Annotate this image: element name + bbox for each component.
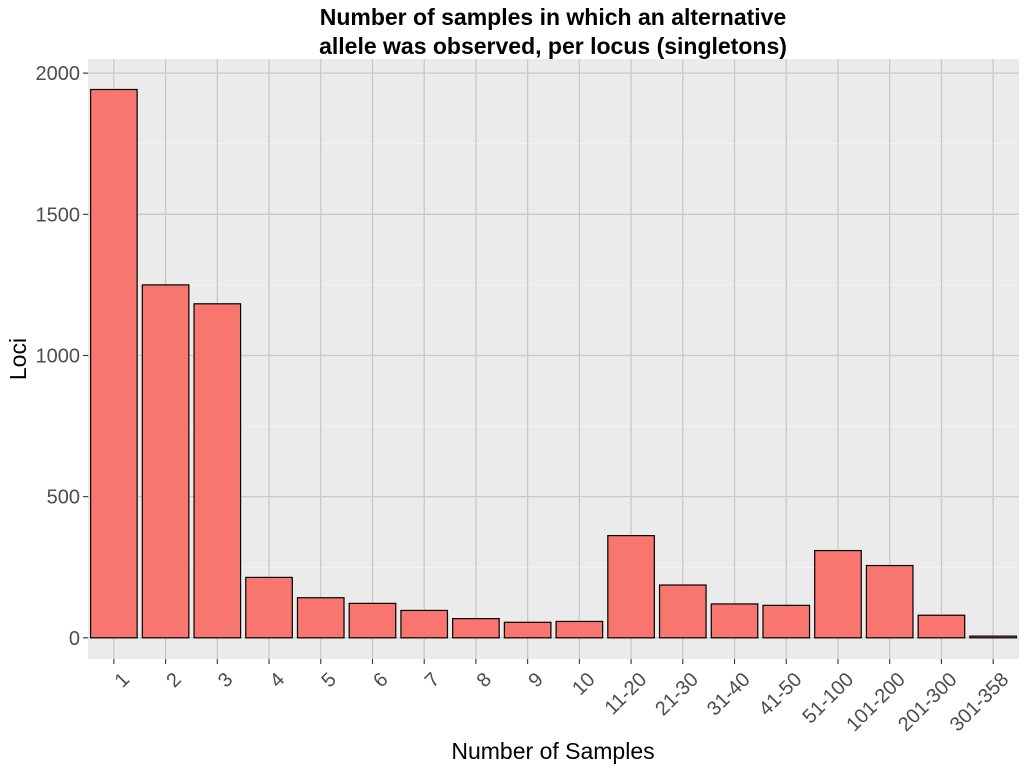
x-tick-label: 3 (214, 669, 237, 692)
bar-7 (400, 609, 449, 639)
x-axis-title: Number of Samples (451, 738, 654, 764)
y-tick-label: 1000 (36, 345, 81, 367)
x-tick-label: 11-20 (601, 669, 652, 720)
bar-2 (141, 284, 190, 639)
chart-title-line-2: allele was observed, per locus (singleto… (319, 33, 787, 59)
y-tick-label: 500 (47, 487, 80, 509)
bar-1 (89, 88, 138, 639)
bar-41-50 (762, 604, 811, 639)
x-tick-label: 8 (473, 669, 496, 692)
x-tick-label: 31-40 (703, 669, 755, 721)
x-tick-label: 6 (369, 669, 392, 692)
bar-8 (452, 618, 500, 639)
bars (89, 88, 1018, 639)
bar-21-30 (658, 584, 707, 639)
bar-5 (296, 597, 345, 639)
bar-3 (193, 303, 242, 639)
x-tick-label: 9 (524, 669, 547, 692)
x-tick-label: 4 (266, 669, 289, 692)
bar-4 (245, 576, 293, 639)
plot-panel (88, 59, 1019, 659)
chart-title-line-1: Number of samples in which an alternativ… (320, 4, 787, 30)
bar-6 (348, 602, 397, 639)
bar-51-100 (814, 549, 862, 639)
y-tick-label: 1500 (36, 204, 81, 226)
x-tick-label: 10 (568, 669, 599, 700)
bar-301-358 (969, 635, 1018, 639)
x-tick-label: 1 (111, 669, 134, 692)
x-tick-label: 5 (317, 669, 340, 692)
bar-9 (503, 621, 552, 639)
x-tick-label: 21-30 (651, 669, 703, 721)
bar-101-200 (865, 564, 914, 639)
x-tick-label: 2 (162, 669, 185, 692)
x-axis: 1 2 3 4 5 6 7 8 9 10 11-20 21-30 31-40 41-5051-100101… (111, 659, 1013, 736)
y-axis-title: Loci (5, 338, 31, 380)
bar-201-300 (917, 614, 966, 639)
y-tick-label: 0 (69, 628, 80, 650)
bar-31-40 (710, 603, 759, 639)
y-tick-label: 2000 (36, 63, 81, 85)
bar-10 (555, 620, 604, 639)
x-tick-label: 7 (421, 669, 444, 692)
y-axis: 0 500 1000 1500 2000 (36, 63, 88, 650)
bar-11-20 (607, 535, 655, 639)
